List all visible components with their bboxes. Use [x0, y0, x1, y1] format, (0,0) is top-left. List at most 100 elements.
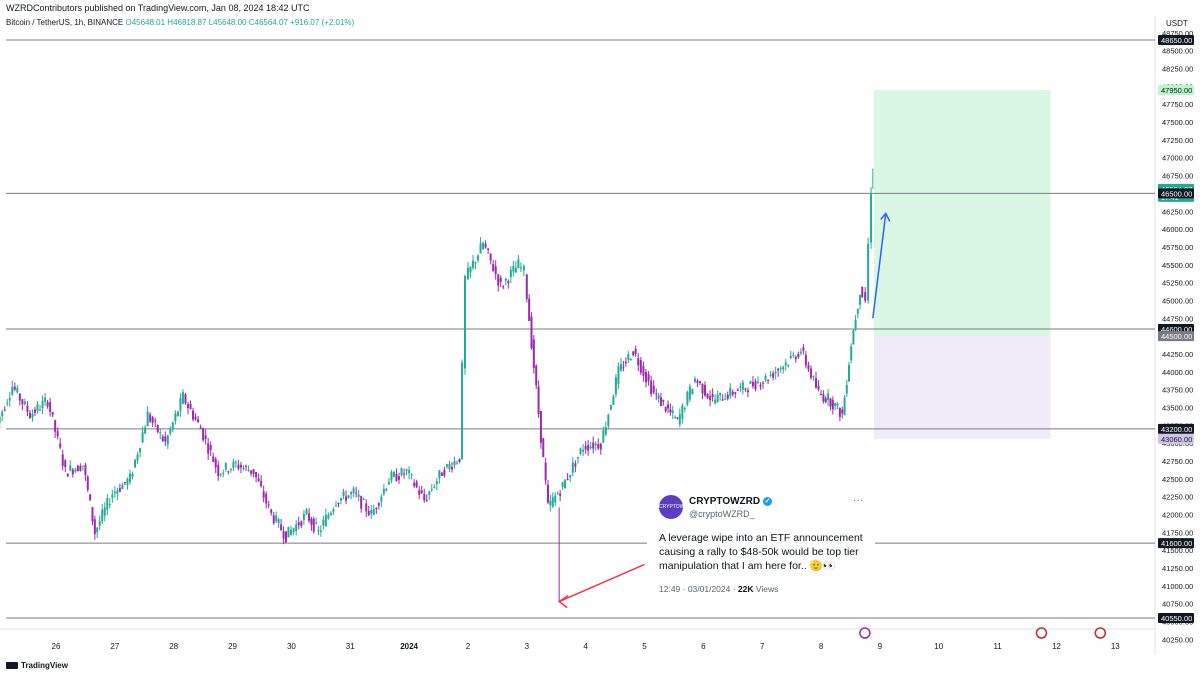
- candle-body: [108, 504, 111, 506]
- candle-body: [26, 405, 29, 412]
- candle-body: [736, 389, 739, 391]
- candle-body: [91, 507, 94, 522]
- candle-body: [227, 471, 230, 473]
- x-tick-label: 3: [525, 642, 530, 651]
- y-tick-label: 45750.00: [1162, 243, 1193, 252]
- candle-body: [420, 490, 423, 494]
- candle-body: [380, 496, 383, 502]
- ohlc-change: +916.07 (+2.01%): [290, 18, 355, 27]
- candle-body: [202, 428, 205, 441]
- event-lightning-icon[interactable]: [859, 627, 871, 639]
- candle-body: [852, 330, 855, 345]
- y-tick-label: 41750.00: [1162, 528, 1193, 537]
- candle-body: [250, 470, 253, 474]
- candle-body: [312, 518, 315, 532]
- verified-badge-icon: ✓: [763, 496, 773, 506]
- candle-body: [189, 403, 192, 410]
- candle-body: [698, 381, 701, 384]
- candle-body: [49, 402, 52, 412]
- price-label-text: 47950.00: [1161, 86, 1192, 95]
- candle-body: [310, 518, 313, 525]
- x-tick-label: 8: [819, 642, 824, 651]
- candle-body: [219, 473, 222, 475]
- candle-body: [726, 394, 729, 399]
- candle-body: [676, 417, 679, 419]
- candle-body: [352, 488, 355, 493]
- candle-body: [634, 348, 637, 354]
- candle-body: [176, 411, 179, 416]
- candle-body: [762, 382, 765, 384]
- tradingview-logo: TradingView: [6, 661, 68, 670]
- candle-body: [184, 394, 187, 404]
- candle-body: [365, 503, 368, 512]
- candle-body: [267, 504, 270, 506]
- candle-body: [302, 513, 305, 520]
- x-tick-label: 28: [169, 642, 178, 651]
- candle-body: [154, 420, 157, 422]
- candle-body: [247, 470, 250, 472]
- candle-body: [559, 493, 562, 496]
- candle-body: [438, 470, 441, 479]
- candle-body: [497, 274, 500, 286]
- candle-body: [440, 472, 443, 476]
- candle-body: [98, 521, 101, 526]
- candle-body: [317, 529, 320, 531]
- price-label-target: [1158, 84, 1194, 95]
- candle-body: [51, 412, 54, 415]
- candle-body: [31, 413, 34, 418]
- candle-body: [602, 430, 605, 443]
- candle-body: [1, 411, 4, 417]
- candle-body: [93, 519, 96, 534]
- candle-body: [209, 445, 212, 451]
- candle-body: [36, 404, 39, 411]
- price-label-text: 43200.00: [1161, 425, 1192, 434]
- x-tick-label: 29: [228, 642, 237, 651]
- y-tick-label: 46250.00: [1162, 207, 1193, 216]
- candle-body: [693, 378, 696, 382]
- trend-arrow-line[interactable]: [872, 213, 887, 319]
- event-flag-icon[interactable]: [1094, 627, 1107, 639]
- candle-body: [69, 465, 72, 471]
- candle-body: [390, 472, 393, 481]
- x-tick-label: 31: [346, 642, 355, 651]
- candle-body: [719, 392, 722, 396]
- candle-body: [767, 380, 770, 382]
- candle-body: [556, 493, 559, 495]
- candle-body: [229, 468, 232, 471]
- candle-body: [118, 488, 121, 492]
- y-tick-label: 44250.00: [1162, 350, 1193, 359]
- candle-body: [387, 481, 390, 485]
- candle-body: [859, 294, 862, 305]
- candle-body: [512, 265, 515, 272]
- tweet-text: A leverage wipe into an ETF announcement…: [659, 532, 863, 572]
- candle-body: [224, 462, 227, 470]
- candle-body: [584, 445, 587, 450]
- event-flag-icon[interactable]: [1035, 627, 1048, 639]
- candle-body: [23, 401, 26, 405]
- candle-body: [642, 365, 645, 376]
- candle-body: [350, 492, 353, 495]
- candle-body: [532, 339, 535, 368]
- candle-body: [812, 376, 815, 378]
- candle-body: [156, 424, 159, 433]
- candle-body: [815, 378, 818, 388]
- candle-body: [794, 357, 797, 360]
- candle-body: [385, 488, 388, 491]
- candle-body: [759, 384, 762, 387]
- candle-body: [644, 371, 647, 383]
- candle-body: [329, 512, 332, 515]
- x-tick-label: 2: [466, 642, 471, 651]
- candle-body: [370, 510, 373, 514]
- ohlc-low: L45648.00: [208, 18, 247, 27]
- candle-body: [398, 476, 401, 480]
- price-label-level: [1158, 613, 1194, 623]
- candle-body: [126, 478, 129, 485]
- red-arrow-line[interactable]: [558, 563, 645, 603]
- candle-body: [242, 467, 245, 470]
- candle-body: [841, 409, 844, 414]
- y-tick-label: 40750.00: [1162, 600, 1193, 609]
- candle-body: [850, 346, 853, 361]
- candle-body: [836, 403, 839, 406]
- y-tick-label: 42500.00: [1162, 475, 1193, 484]
